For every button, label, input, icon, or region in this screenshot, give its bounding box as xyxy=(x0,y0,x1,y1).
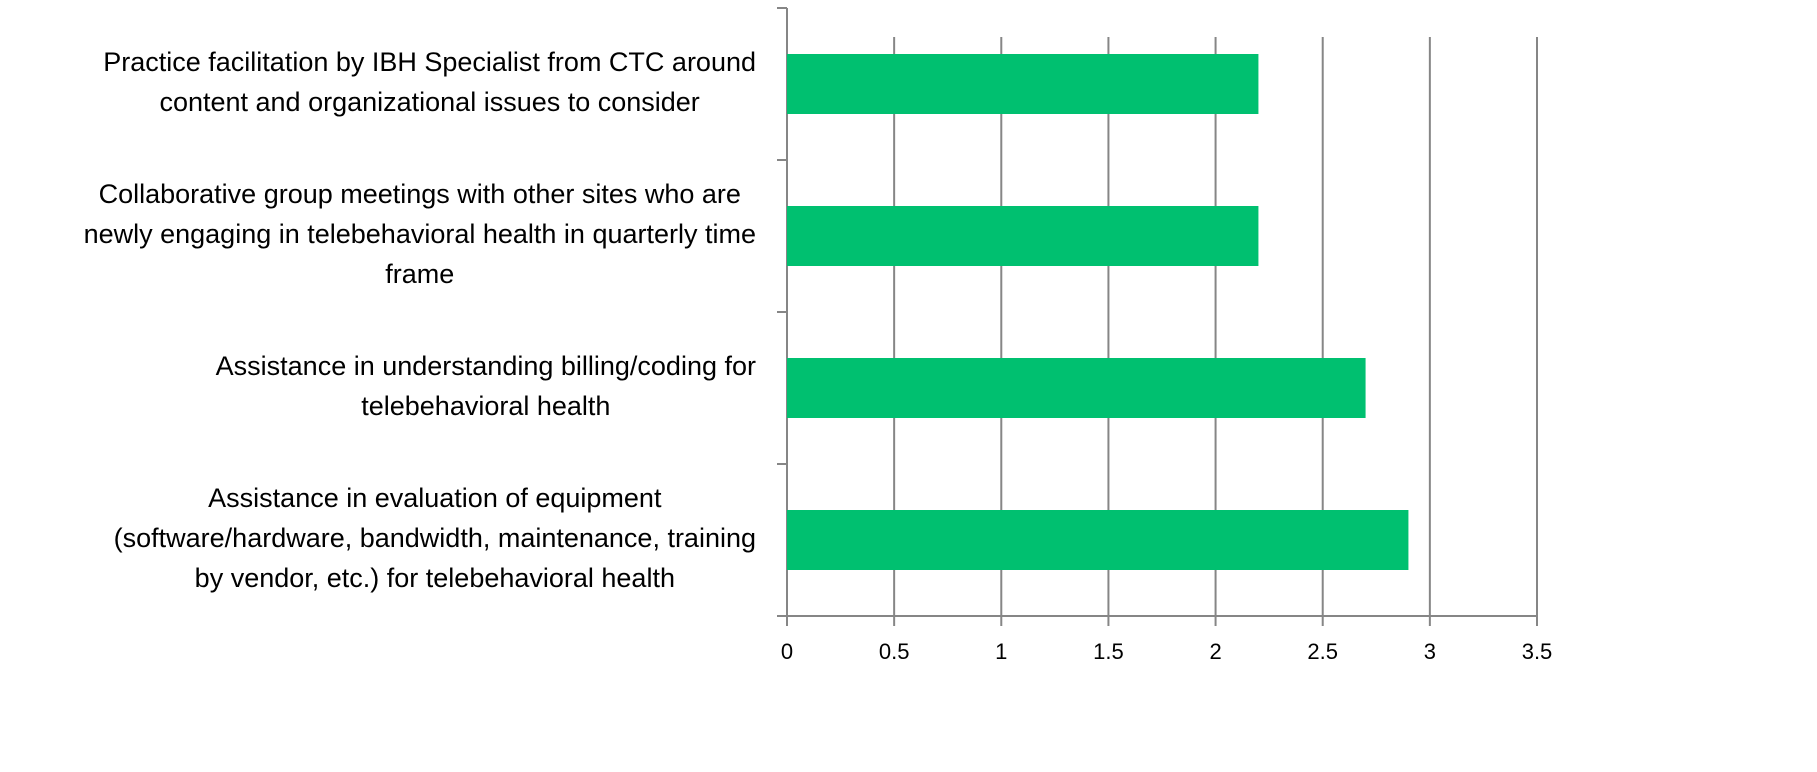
x-tick-label: 1 xyxy=(995,639,1007,664)
category-label: telebehavioral health xyxy=(361,391,610,421)
x-tick-label: 1.5 xyxy=(1093,639,1124,664)
bar xyxy=(787,54,1259,114)
bar xyxy=(787,358,1366,418)
x-tick-label: 2.5 xyxy=(1307,639,1338,664)
bar xyxy=(787,206,1259,266)
x-tick-label: 0 xyxy=(781,639,793,664)
category-label: (software/hardware, bandwidth, maintenan… xyxy=(114,523,756,553)
category-label: newly engaging in telebehavioral health … xyxy=(84,219,756,249)
x-tick-label: 3 xyxy=(1424,639,1436,664)
category-label: Practice facilitation by IBH Specialist … xyxy=(103,47,756,77)
category-label: Assistance in evaluation of equipment xyxy=(208,483,662,513)
category-label: content and organizational issues to con… xyxy=(159,87,699,117)
category-label: by vendor, etc.) for telebehavioral heal… xyxy=(195,563,675,593)
x-tick-label: 3.5 xyxy=(1522,639,1553,664)
x-tick-label: 0.5 xyxy=(879,639,910,664)
category-label: frame xyxy=(385,259,454,289)
category-label: Collaborative group meetings with other … xyxy=(99,179,741,209)
x-tick-label: 2 xyxy=(1209,639,1221,664)
category-label: Assistance in understanding billing/codi… xyxy=(216,351,756,381)
bar xyxy=(787,510,1409,570)
